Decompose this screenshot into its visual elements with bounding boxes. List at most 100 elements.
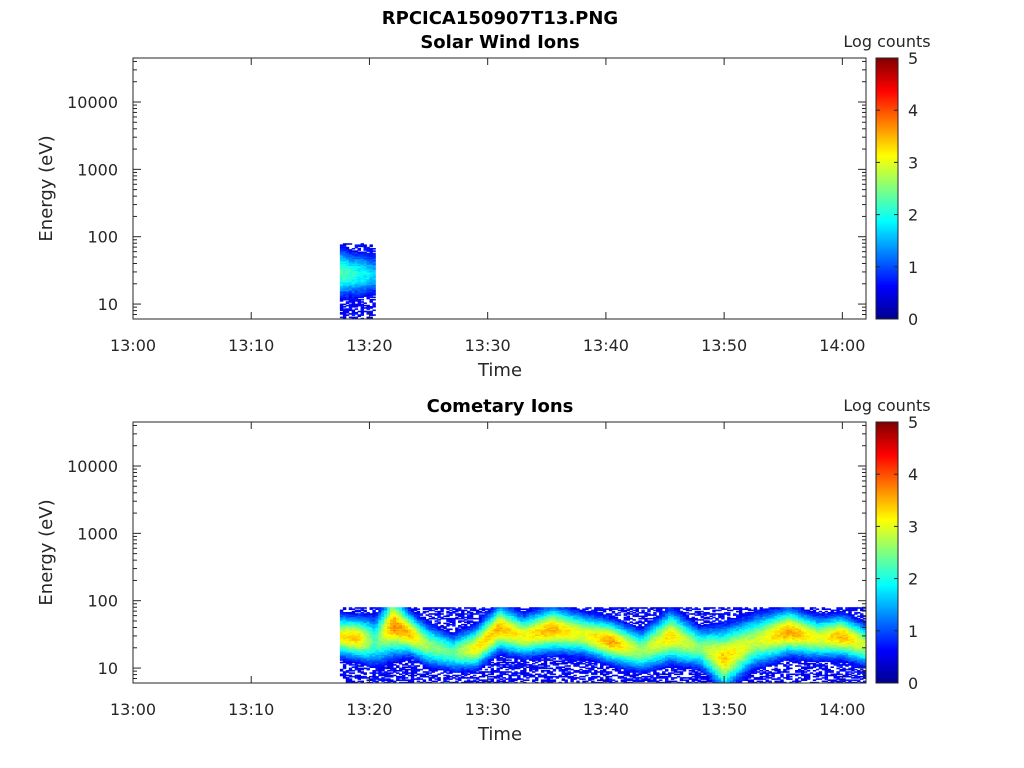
spectrogram-cell	[351, 252, 356, 255]
spectrogram-cell	[540, 657, 545, 659]
spectrogram-cell	[342, 314, 347, 316]
spectrogram-cell	[354, 250, 359, 252]
spectrogram-cell	[464, 645, 468, 647]
spectrogram-cell	[363, 629, 367, 632]
spectrogram-cell	[546, 659, 551, 661]
spectrogram-cell	[546, 632, 551, 634]
spectrogram-cell	[351, 282, 356, 284]
spectrogram-cell	[535, 659, 539, 661]
spectrogram-cell	[372, 266, 376, 269]
spectrogram-cell	[458, 646, 462, 648]
spectrogram-cell	[354, 258, 359, 261]
spectrogram-cell	[558, 619, 562, 621]
spectrogram-cell	[564, 647, 568, 650]
spectrogram-cell	[443, 660, 447, 663]
spectrogram-cell	[404, 672, 409, 674]
spectrogram-cell	[393, 628, 397, 631]
spectrogram-cell	[561, 632, 565, 634]
spectrogram-cell	[363, 619, 367, 621]
spectrogram-cell	[372, 655, 376, 658]
spectrogram-cell	[464, 641, 468, 644]
spectrogram-cell	[443, 649, 447, 652]
spectrogram-cell	[360, 622, 364, 625]
spectrogram-cell	[511, 680, 515, 683]
spectrogram-cell	[481, 640, 486, 642]
spectrogram-cell	[354, 607, 359, 609]
spectrogram-cell	[416, 616, 421, 619]
spectrogram-cell	[443, 666, 447, 668]
spectrogram-cell	[529, 636, 533, 639]
spectrogram-cell	[345, 677, 350, 679]
spectrogram-cell	[467, 636, 471, 639]
spectrogram-cell	[396, 607, 400, 609]
spectrogram-cell	[342, 269, 347, 271]
spectrogram-cell	[535, 638, 539, 640]
spectrogram-cell	[357, 272, 361, 275]
spectrogram-cell	[546, 640, 551, 642]
spectrogram-cell	[529, 653, 533, 655]
spectrogram-cell	[467, 639, 471, 641]
spectrogram-cell	[555, 651, 560, 653]
spectrogram-cell	[422, 628, 427, 631]
spectrogram-cell	[514, 679, 518, 681]
spectrogram-cell	[443, 647, 447, 650]
spectrogram-cell	[514, 632, 518, 634]
spectrogram-cell	[360, 629, 364, 632]
spectrogram-cell	[369, 262, 373, 264]
spectrogram-cell	[393, 613, 397, 615]
spectrogram-cell	[419, 668, 424, 671]
spectrogram-cell	[464, 657, 468, 659]
spectrogram-cell	[455, 636, 459, 639]
spectrogram-cell	[381, 643, 385, 646]
spectrogram-cell	[540, 649, 545, 652]
spectrogram-cell	[402, 643, 406, 646]
spectrogram-cell	[464, 632, 468, 634]
spectrogram-cell	[520, 651, 524, 653]
spectrogram-cell	[410, 679, 415, 681]
spectrogram-cell	[458, 674, 462, 677]
spectrogram-cell	[357, 269, 361, 271]
spectrogram-cell	[428, 620, 432, 622]
spectrogram-cell	[511, 668, 515, 671]
spectrogram-cell	[416, 652, 421, 654]
spectrogram-cell	[514, 665, 518, 667]
spectrogram-cell	[413, 617, 418, 620]
spectrogram-cell	[378, 673, 382, 676]
spectrogram-cell	[458, 659, 462, 661]
spectrogram-cell	[390, 647, 394, 650]
spectrogram-cell	[410, 680, 415, 683]
spectrogram-cell	[490, 667, 494, 670]
spectrogram-cell	[345, 258, 350, 261]
spectrogram-cell	[404, 645, 409, 647]
spectrogram-cell	[413, 640, 418, 642]
spectrogram-cell	[549, 654, 554, 657]
spectrogram-cell	[410, 658, 415, 660]
spectrogram-cell	[508, 612, 512, 614]
spectrogram-cell	[354, 677, 359, 679]
spectrogram-cell	[396, 639, 400, 641]
spectrogram-cell	[496, 643, 500, 646]
spectrogram-cell	[514, 660, 518, 663]
spectrogram-cell	[393, 680, 397, 683]
spectrogram-cell	[410, 625, 415, 627]
spectrogram-cell	[390, 662, 394, 665]
spectrogram-cell	[478, 645, 483, 647]
spectrogram-cell	[348, 664, 353, 666]
spectrogram-cell	[517, 641, 521, 644]
spectrogram-cell	[537, 639, 542, 641]
colorbar-tick-label: 0	[908, 310, 918, 329]
spectrogram-cell	[363, 646, 367, 648]
spectrogram-cell	[351, 632, 356, 634]
spectrogram-cell	[526, 623, 530, 626]
spectrogram-cell	[440, 640, 444, 642]
spectrogram-cell	[348, 294, 353, 296]
spectrogram-cell	[363, 616, 367, 619]
spectrogram-cell	[390, 665, 394, 667]
spectrogram-cell	[339, 258, 344, 261]
spectrogram-cell	[564, 621, 568, 623]
spectrogram-cell	[375, 675, 379, 678]
spectrogram-cell	[549, 627, 554, 629]
spectrogram-cell	[558, 610, 562, 613]
spectrogram-cell	[342, 281, 347, 283]
spectrogram-cell	[357, 671, 361, 673]
